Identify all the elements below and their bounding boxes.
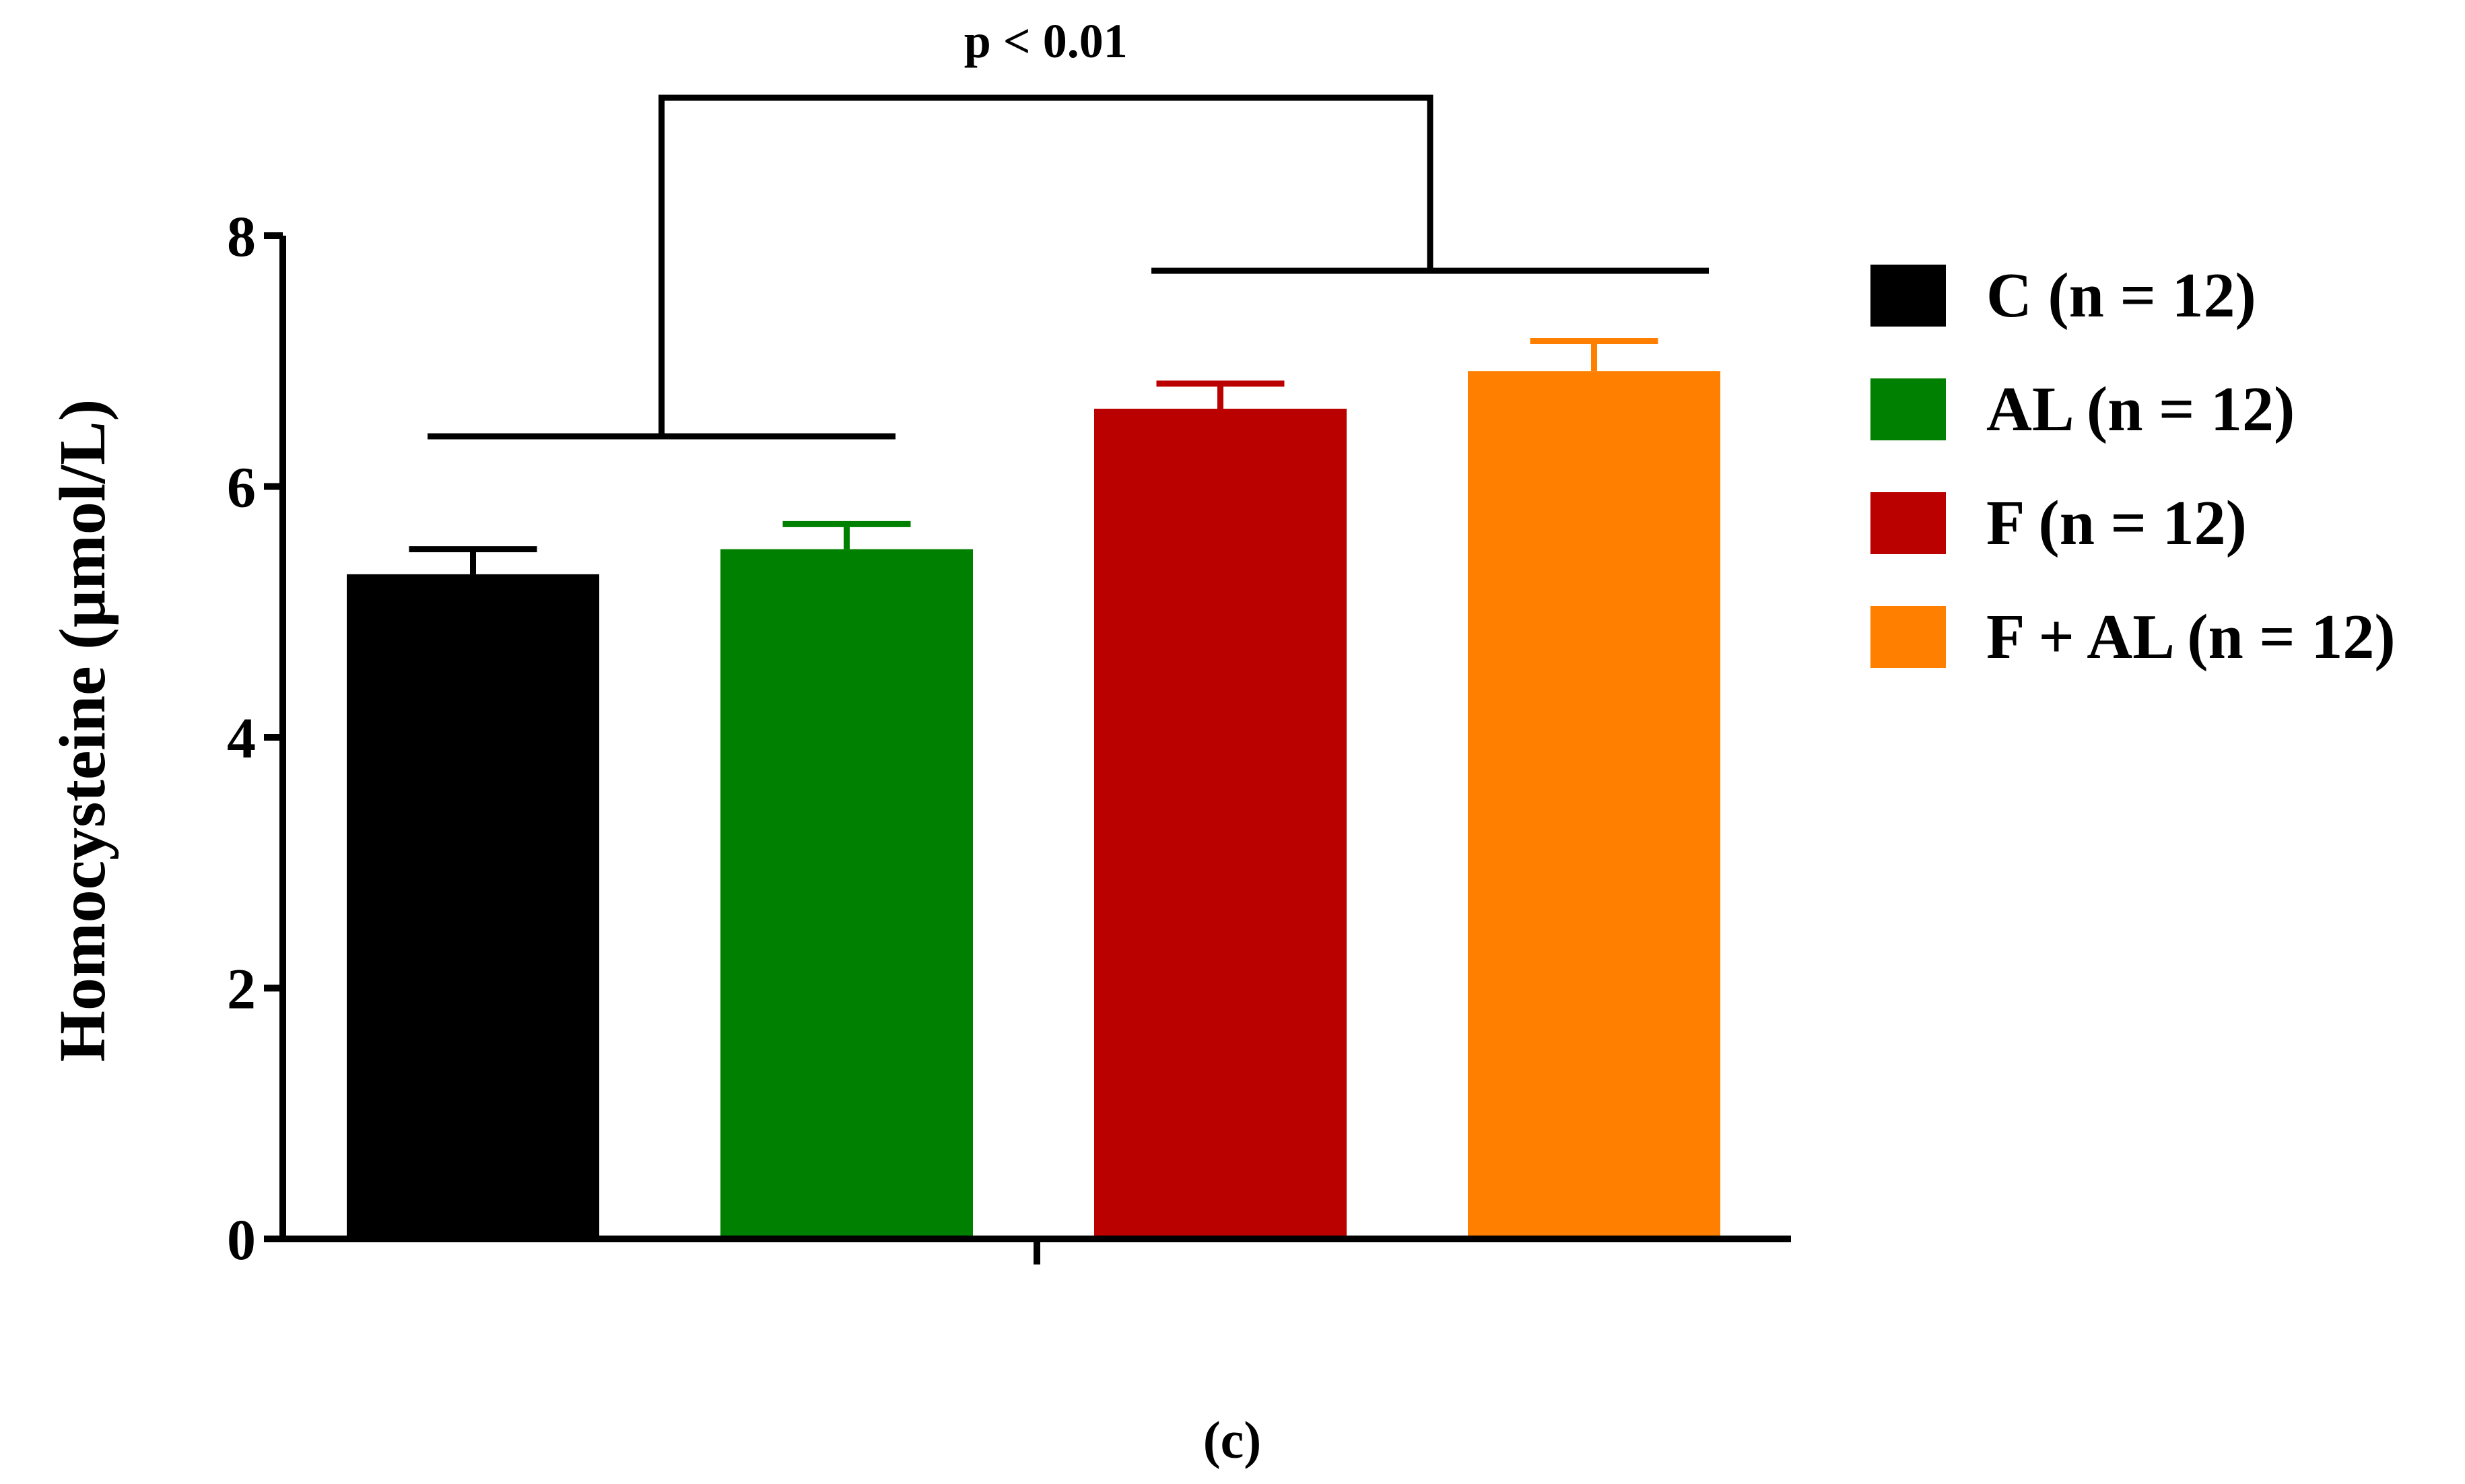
legend-swatch-3 — [1870, 606, 1946, 668]
panel-label: (c) — [1203, 1411, 1262, 1469]
y-axis-label: Homocysteine (µmol/L) — [46, 399, 119, 1063]
significance-bracket — [428, 94, 1709, 440]
bar-2 — [1094, 409, 1347, 1239]
bars — [347, 371, 1720, 1239]
legend-label-3: F + AL (n = 12) — [1986, 602, 2396, 672]
legend-label-1: AL (n = 12) — [1986, 374, 2295, 444]
y-tick-label-2: 4 — [227, 706, 256, 770]
legend-swatch-2 — [1870, 492, 1946, 554]
legend: C (n = 12) AL (n = 12) F (n = 12) F + AL (n… — [1870, 261, 2396, 672]
bar-1 — [720, 549, 973, 1239]
bar-3 — [1468, 371, 1720, 1239]
y-tick-label-1: 2 — [227, 957, 256, 1021]
legend-swatch-1 — [1870, 378, 1946, 440]
legend-label-2: F (n = 12) — [1986, 488, 2247, 558]
significance-label: p < 0.01 — [964, 14, 1128, 68]
plot-area: 0 2 4 6 8 p < 0.01 — [227, 14, 1791, 1272]
y-ticks: 0 2 4 6 8 — [227, 204, 283, 1272]
legend-label-0: C (n = 12) — [1986, 261, 2256, 331]
error-bars — [409, 337, 1658, 574]
legend-swatch-0 — [1870, 265, 1946, 327]
bar-0 — [347, 574, 599, 1239]
bracket-connector — [659, 94, 1433, 436]
axes: 0 2 4 6 8 — [227, 204, 1791, 1272]
y-tick-label-3: 6 — [227, 455, 256, 520]
y-tick-label-4: 8 — [227, 204, 256, 269]
y-tick-label-0: 0 — [227, 1207, 256, 1272]
